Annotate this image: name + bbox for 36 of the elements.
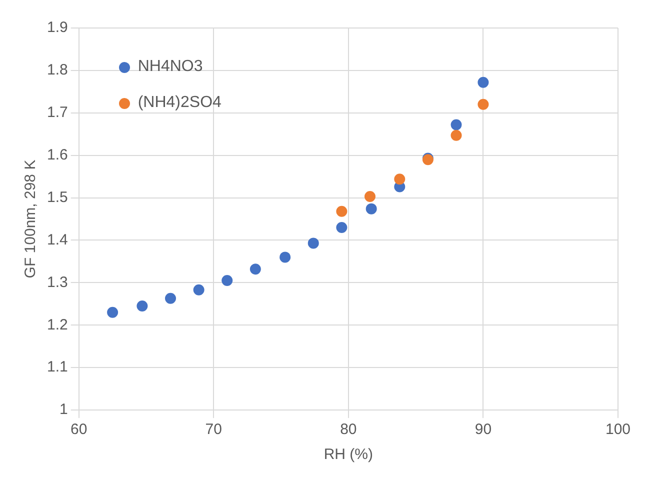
y-tick-label: 1.7 bbox=[46, 104, 68, 122]
x-tick-label: 90 bbox=[474, 421, 492, 438]
x-tick-label: 100 bbox=[605, 421, 631, 438]
y-tick-label: 1.8 bbox=[46, 62, 68, 79]
y-tick-label: 1.1 bbox=[46, 358, 68, 376]
point bbox=[165, 292, 176, 304]
point bbox=[222, 275, 233, 286]
y-tick-label: 1.3 bbox=[46, 274, 68, 291]
y-tick-label: 1.2 bbox=[46, 316, 68, 334]
x-tick-label: 60 bbox=[70, 421, 88, 438]
legend-label: (NH4)2SO4 bbox=[138, 94, 222, 112]
point bbox=[280, 252, 291, 263]
point bbox=[136, 300, 148, 312]
x-axis-title: RH (%) bbox=[324, 446, 374, 464]
point bbox=[394, 174, 406, 185]
y-tick-label: 1.9 bbox=[46, 19, 68, 36]
point bbox=[478, 76, 489, 88]
x-tick-label: 80 bbox=[340, 421, 357, 438]
point bbox=[364, 191, 376, 202]
y-tick-label: 1 bbox=[60, 401, 68, 418]
point bbox=[450, 119, 462, 130]
point bbox=[107, 306, 118, 318]
point bbox=[308, 238, 319, 249]
y-tick-label: 1.4 bbox=[46, 231, 68, 248]
legend-label: NH4NO3 bbox=[138, 58, 203, 76]
y-axis-title: GF 100nm, 298 K bbox=[22, 160, 40, 278]
point bbox=[366, 203, 377, 214]
point bbox=[250, 264, 261, 275]
point bbox=[478, 98, 489, 110]
point bbox=[193, 284, 204, 296]
point bbox=[450, 130, 462, 141]
x-tick-label: 70 bbox=[205, 421, 222, 438]
y-tick-label: 1.5 bbox=[46, 188, 68, 206]
y-tick-label: 1.6 bbox=[46, 146, 68, 164]
point bbox=[336, 206, 348, 217]
point bbox=[336, 222, 348, 233]
